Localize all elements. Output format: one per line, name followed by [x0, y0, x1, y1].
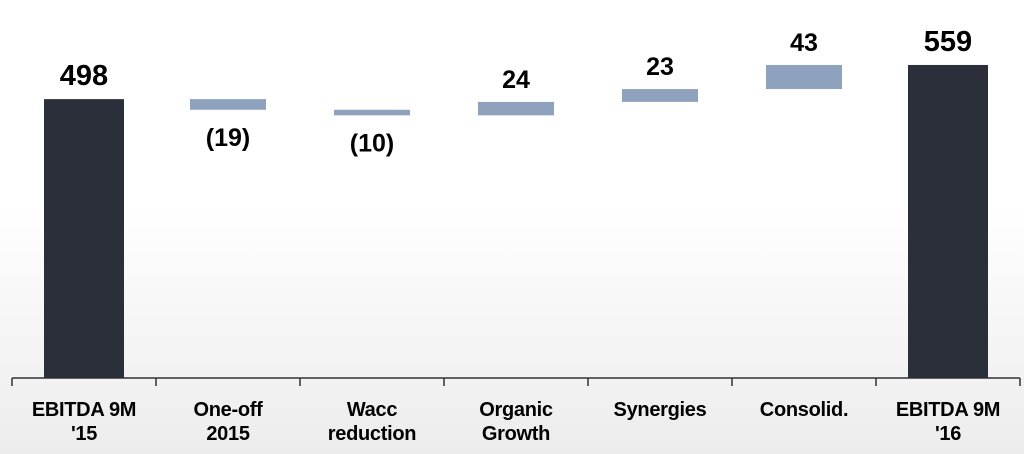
x-tick-label: EBITDA 9M '16 — [895, 399, 1001, 445]
bar — [766, 64, 842, 90]
bar — [622, 89, 698, 102]
x-tick-label: Consolid. — [759, 399, 849, 421]
x-tick-label: Organic Growth — [479, 399, 553, 445]
value-label: 24 — [502, 66, 530, 94]
value-label: 498 — [60, 60, 108, 92]
value-label: (10) — [350, 129, 394, 157]
x-tick-label: One-off 2015 — [193, 399, 263, 445]
bar — [190, 99, 266, 110]
value-label: 23 — [646, 53, 674, 81]
value-label: (19) — [206, 124, 250, 152]
value-label: 559 — [924, 26, 972, 58]
x-tick-label: EBITDA 9M '15 — [31, 399, 137, 445]
bar — [334, 109, 410, 116]
x-tick-label: Wacc reduction — [327, 399, 417, 445]
value-label: 43 — [790, 29, 818, 57]
bar — [44, 99, 124, 379]
x-tick-label: Synergies — [613, 399, 707, 421]
bar — [908, 64, 988, 379]
bar — [478, 101, 554, 116]
